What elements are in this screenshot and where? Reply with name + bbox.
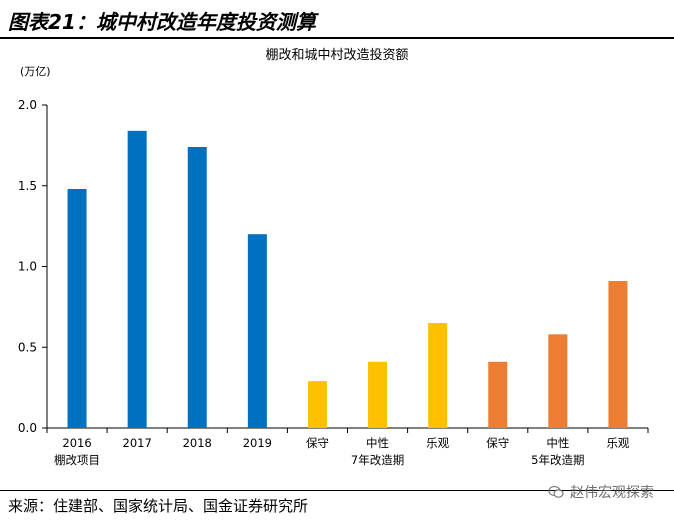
x-tick-label: 中性 bbox=[546, 436, 569, 450]
y-tick-label: 1.5 bbox=[18, 179, 37, 193]
x-tick-label: 2018 bbox=[183, 436, 212, 450]
y-unit-label: (万亿) bbox=[20, 65, 51, 78]
x-tick-label: 2017 bbox=[123, 436, 152, 450]
x-tick-label: 2019 bbox=[243, 436, 272, 450]
group-label: 5年改造期 bbox=[531, 453, 584, 467]
source-rule bbox=[0, 490, 674, 491]
labels: 0.0 0.5 1.0 1.5 2.0 2016 2017 2018 2019 保守 中性 乐观 保守 中… bbox=[18, 98, 630, 467]
bar bbox=[488, 361, 508, 428]
group-label: 棚改项目 bbox=[54, 453, 100, 467]
x-tick-label: 2016 bbox=[62, 436, 91, 450]
chart-title: 棚改和城中村改造投资额 bbox=[265, 48, 409, 63]
source-note: 来源：住建部、国家统计局、国金证券研究所 bbox=[8, 497, 309, 515]
x-tick-label: 中性 bbox=[366, 436, 389, 450]
wechat-icon bbox=[548, 485, 564, 498]
title-rule bbox=[0, 37, 674, 39]
watermark-text: 赵伟宏观探索 bbox=[570, 485, 654, 501]
group-label: 7年改造期 bbox=[351, 453, 404, 467]
y-tick-label: 0.5 bbox=[18, 340, 37, 354]
x-tick-label: 保守 bbox=[486, 436, 509, 450]
watermark: 赵伟宏观探索 bbox=[548, 482, 654, 502]
x-tick-label: 乐观 bbox=[426, 436, 449, 450]
bar bbox=[608, 281, 628, 428]
y-tick-label: 0.0 bbox=[18, 421, 37, 435]
bar bbox=[428, 323, 448, 428]
y-tick-label: 2.0 bbox=[18, 98, 37, 112]
x-tick-label: 乐观 bbox=[606, 436, 629, 450]
bar bbox=[368, 361, 388, 428]
x-tick-label: 保守 bbox=[306, 436, 329, 450]
figure-title: 图表21：城中村改造年度投资测算 bbox=[8, 10, 316, 34]
bar bbox=[187, 146, 207, 429]
bar bbox=[127, 130, 147, 428]
bars bbox=[67, 130, 628, 429]
bar bbox=[67, 188, 87, 428]
bar bbox=[548, 334, 568, 428]
bar bbox=[247, 234, 267, 428]
axes bbox=[42, 104, 649, 433]
figure-header: 图表21：城中村改造年度投资测算 bbox=[0, 0, 674, 39]
bar bbox=[307, 381, 327, 428]
y-tick-label: 1.0 bbox=[18, 260, 37, 274]
